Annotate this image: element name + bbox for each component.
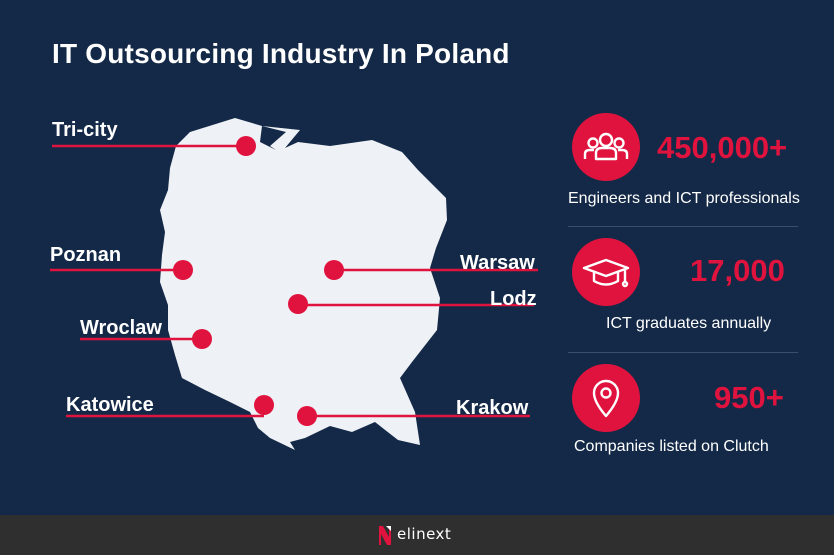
stat-caption-companies: Companies listed on Clutch [574,438,769,455]
city-marker-krakow [297,406,530,426]
city-label-poznan: Poznan [50,244,122,266]
footer-bar: elinext [0,515,834,555]
logo-mark-icon [379,526,391,545]
stat-value-graduates: 17,000 [690,253,785,288]
city-label-wroclaw: Wroclaw [80,317,162,339]
logo-text: elinext [397,525,452,543]
city-label-krakow: Krakow [456,397,529,419]
city-marker-poznan [50,260,193,280]
city-marker-wroclaw [80,329,212,349]
stat-value-companies: 950+ [714,380,784,415]
stat-value-engineers: 450,000+ [657,130,788,165]
poland-outline [160,118,447,450]
graduation-cap-icon [572,238,640,306]
city-marker-lodz [288,294,534,314]
city-marker-tri-city [52,136,256,156]
people-icon [572,113,640,181]
poland-map [50,118,538,450]
elinext-logo[interactable]: elinext [377,523,451,547]
stat-caption-engineers: Engineers and ICT professionals [568,190,800,207]
location-pin-icon [572,364,640,432]
city-marker-warsaw [324,260,538,280]
city-label-lodz: Lodz [490,288,537,310]
divider [568,352,798,353]
city-label-tri-city: Tri-city [52,119,118,141]
page-title: IT Outsourcing Industry In Poland [52,38,510,69]
divider [568,226,798,227]
stat-caption-graduates: ICT graduates annually [606,315,772,332]
coast-notch [260,126,286,150]
city-marker-katowice [66,395,274,418]
city-label-katowice: Katowice [66,394,154,416]
city-label-warsaw: Warsaw [460,252,535,274]
